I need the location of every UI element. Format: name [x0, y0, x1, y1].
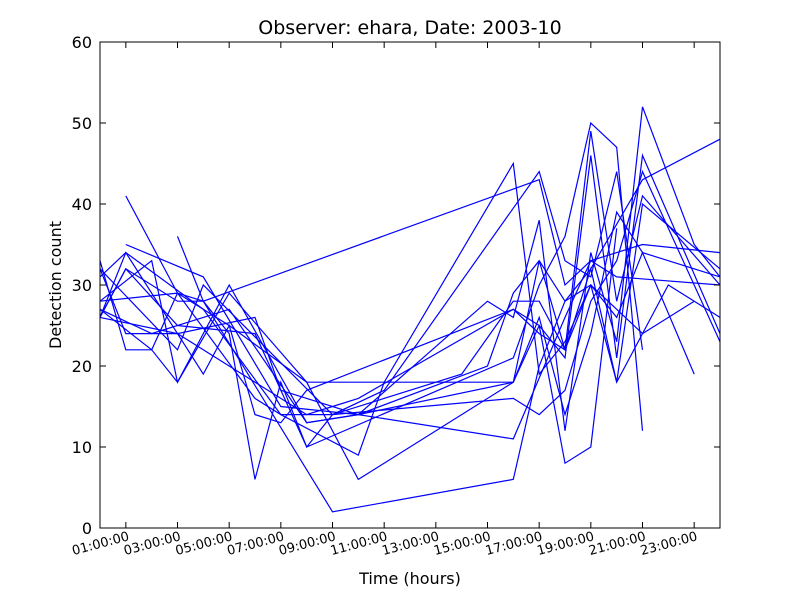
y-axis: 0 10 20 30 40 50 60 — [72, 33, 720, 538]
y-tick-label: 0 — [82, 519, 92, 538]
y-axis-label: Detection count — [46, 221, 65, 349]
series-line-10 — [99, 161, 695, 456]
x-axis-label: Time (hours) — [358, 569, 461, 588]
series-line-12 — [99, 266, 721, 449]
series-line-4 — [176, 178, 721, 302]
plot-frame — [99, 41, 721, 529]
series-line-13 — [99, 121, 644, 480]
y-tick-label: 30 — [72, 276, 92, 295]
series-line-7 — [99, 210, 721, 424]
y-tick-label: 20 — [72, 357, 92, 376]
series-group — [99, 106, 721, 513]
y-tick-label: 10 — [72, 438, 92, 457]
series-line-11 — [99, 153, 721, 384]
series-line-8 — [125, 106, 721, 431]
series-line-15 — [99, 228, 618, 465]
x-tick-label: 23:00:00 — [639, 529, 699, 559]
series-line-3 — [125, 170, 644, 416]
series-line-14 — [99, 268, 695, 416]
series-line-5 — [99, 169, 721, 416]
y-tick-label: 60 — [72, 33, 92, 52]
chart-title: Observer: ehara, Date: 2003-10 — [258, 17, 561, 39]
series-line-6 — [99, 131, 721, 481]
series-line-2 — [99, 138, 721, 513]
y-tick-label: 40 — [72, 195, 92, 214]
y-tick-label: 50 — [72, 114, 92, 133]
